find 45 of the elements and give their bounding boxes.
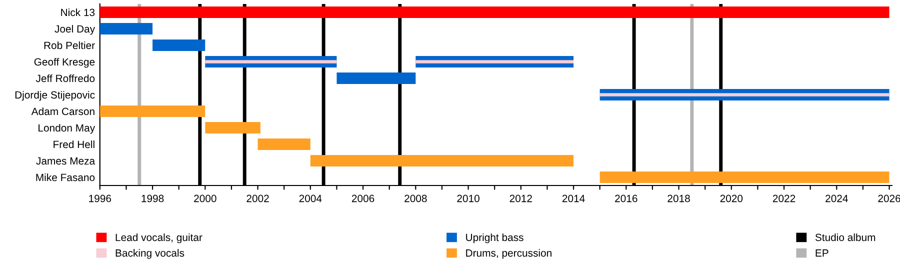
bar <box>205 122 260 134</box>
x-tick-label: 2014 <box>562 194 585 202</box>
legend-label: Lead vocals, guitar <box>116 233 202 244</box>
x-tick-label: 2008 <box>404 194 427 202</box>
x-tick-label: 2022 <box>772 194 796 202</box>
y-tick-label: Nick 13 <box>61 8 95 16</box>
x-tick-label: 2018 <box>668 194 690 202</box>
legend-label: Studio album <box>815 233 876 242</box>
y-tick-label: Mike Fasano <box>36 173 95 182</box>
x-tick-label: 2002 <box>246 194 269 202</box>
bar <box>205 60 337 64</box>
bar <box>100 105 206 118</box>
y-tick-label: Fred Hell <box>54 140 94 148</box>
y-tick-label: Adam Carson <box>31 107 94 116</box>
y-tick-label: James Meza <box>36 157 96 165</box>
x-tick-label: 2020 <box>720 194 743 202</box>
y-tick-label: Jeff Roffredo <box>36 74 95 82</box>
bar <box>336 72 416 84</box>
bar <box>416 60 574 64</box>
y-tick-label: Geoff Kresge <box>34 58 95 68</box>
x-tick-label: 2016 <box>615 194 638 202</box>
legend-label: Upright bass <box>466 233 524 244</box>
bar <box>310 154 574 167</box>
legend-label: Drums, percussion <box>466 249 552 259</box>
bar <box>600 93 890 96</box>
bar <box>100 22 153 35</box>
bar <box>600 171 890 184</box>
x-tick-label: 1996 <box>89 194 112 202</box>
bar <box>152 39 206 52</box>
y-tick-label: Joel Day <box>54 24 96 35</box>
y-tick-label: London May <box>38 124 96 134</box>
legend-label: EP <box>816 249 828 257</box>
x-tick-label: 2006 <box>352 194 374 202</box>
y-tick-label: Rob Peltier <box>44 41 95 50</box>
bar <box>100 6 890 18</box>
x-tick-label: 2004 <box>299 194 322 202</box>
y-tick-label: Djordje Stijepovic <box>15 90 95 101</box>
legend-label: Backing vocals <box>116 249 184 259</box>
x-tick-label: 2024 <box>826 194 848 202</box>
x-tick-label: 2012 <box>510 194 532 202</box>
x-tick-label: 2000 <box>194 194 216 202</box>
bar <box>258 138 310 150</box>
x-tick-label: 2010 <box>457 194 480 202</box>
x-tick-label: 2026 <box>878 194 900 202</box>
x-tick-label: 1998 <box>142 194 164 202</box>
